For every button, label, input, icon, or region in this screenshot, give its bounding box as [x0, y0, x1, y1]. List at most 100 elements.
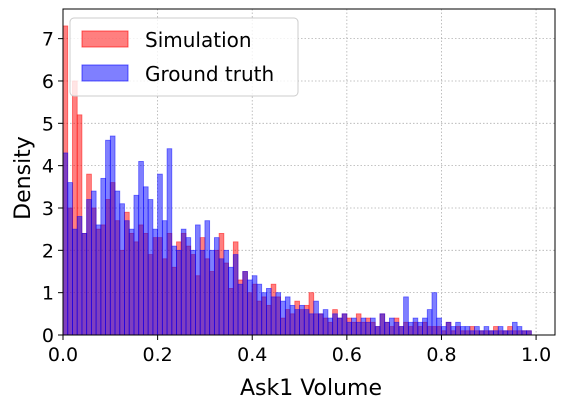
x-tick-label: 0.8 — [426, 344, 456, 366]
ground-truth-bar — [341, 313, 348, 336]
ground-truth-bar — [336, 317, 343, 336]
ground-truth-bar — [180, 228, 187, 336]
y-tick-label: 5 — [42, 113, 54, 135]
ground-truth-bar — [459, 326, 466, 336]
y-tick-label: 3 — [42, 198, 54, 220]
ground-truth-bar — [195, 224, 201, 336]
ground-truth-bar — [242, 271, 248, 336]
x-tick-label: 0.2 — [143, 344, 173, 366]
ground-truth-bar — [266, 288, 272, 336]
ground-truth-bar — [199, 249, 206, 336]
y-axis-label: Density — [11, 136, 36, 220]
ground-truth-bar — [213, 237, 220, 336]
ground-truth-bar — [374, 326, 381, 336]
ground-truth-bar — [436, 317, 442, 336]
ground-truth-bar — [157, 173, 163, 336]
ground-truth-bar — [251, 275, 258, 336]
y-tick-label: 2 — [42, 240, 54, 262]
ground-truth-bar — [147, 199, 154, 336]
ground-truth-bar — [516, 326, 523, 336]
ground-truth-bar — [450, 326, 457, 336]
ground-truth-bar — [204, 220, 211, 336]
ground-truth-bar — [441, 326, 447, 336]
ground-truth-bar — [502, 330, 509, 336]
ground-truth-bar — [474, 326, 480, 336]
ground-truth-bar — [228, 266, 234, 336]
ground-truth-bar — [389, 317, 395, 336]
ground-truth-bar — [426, 309, 433, 336]
ground-truth-bar — [445, 321, 452, 336]
ground-truth-bar — [280, 300, 286, 336]
ground-truth-bar — [185, 237, 192, 336]
ground-truth-bar — [370, 317, 376, 336]
ground-truth-bar — [190, 249, 196, 336]
ground-truth-bar — [237, 283, 244, 336]
ground-truth-bar — [152, 228, 159, 336]
ground-truth-bar — [161, 220, 168, 336]
ground-truth-bar — [318, 313, 324, 336]
ground-truth-bar — [346, 321, 352, 336]
ground-truth-bar — [166, 148, 173, 336]
ground-truth-bar — [256, 283, 263, 336]
ground-truth-bar — [464, 326, 471, 336]
ground-truth-bar — [327, 317, 334, 336]
ground-truth-bar — [469, 330, 475, 336]
ground-truth-bar — [275, 292, 282, 336]
ground-truth-bar — [247, 279, 253, 336]
ground-truth-bar — [322, 309, 329, 336]
ground-truth-bar — [393, 321, 400, 336]
ground-truth-bar — [171, 245, 177, 336]
ground-truth-bar — [143, 186, 149, 336]
ground-truth-bar — [365, 321, 371, 336]
legend-swatch-simulation — [81, 30, 129, 48]
x-tick-label: 0.4 — [237, 344, 267, 366]
ground-truth-bar — [360, 317, 367, 336]
ground-truth-bar — [351, 317, 357, 336]
ground-truth-bar — [313, 300, 319, 336]
ground-truth-bar — [218, 258, 225, 336]
ground-truth-bar — [303, 309, 310, 336]
y-tick-label: 4 — [42, 156, 54, 178]
ground-truth-bar — [398, 326, 405, 336]
ground-truth-bar — [100, 177, 106, 336]
ground-truth-bar — [493, 330, 499, 336]
ground-truth-bar — [422, 317, 428, 336]
ground-truth-bar — [512, 321, 518, 336]
ground-truth-bar — [232, 254, 239, 336]
ground-truth-bar — [261, 292, 267, 336]
legend: Simulation Ground truth — [69, 17, 299, 97]
ground-truth-bar — [109, 135, 116, 336]
ground-truth-bar — [62, 152, 69, 336]
ground-truth-bar — [81, 232, 88, 336]
legend-label-ground-truth: Ground truth — [145, 62, 274, 86]
ground-truth-bar — [355, 321, 362, 336]
ground-truth-bar — [67, 182, 73, 336]
ground-truth-bar — [299, 304, 305, 336]
x-axis-ticks: 0.0 0.2 0.4 0.6 0.8 1.0 — [48, 335, 551, 366]
ground-truth-bar — [284, 296, 291, 336]
ground-truth-bar — [289, 304, 296, 336]
ground-truth-bar — [507, 330, 513, 336]
ground-truth-bar — [455, 321, 461, 336]
legend-swatch-ground-truth — [81, 64, 129, 82]
ground-truth-bar — [431, 292, 438, 336]
y-tick-label: 7 — [42, 29, 54, 51]
ground-truth-bar — [124, 220, 130, 336]
ground-truth-bar — [72, 228, 78, 336]
ground-truth-bar — [138, 161, 144, 336]
ground-truth-bar — [128, 228, 135, 336]
ground-truth-bar — [412, 317, 419, 336]
x-tick-label: 0.0 — [48, 344, 78, 366]
ground-truth-bar — [526, 330, 532, 336]
legend-label-simulation: Simulation — [145, 28, 252, 52]
x-axis-label: Ask1 Volume — [240, 376, 382, 401]
ground-truth-bar — [76, 216, 83, 336]
x-tick-label: 0.6 — [332, 344, 362, 366]
ground-truth-bar — [90, 190, 97, 336]
ground-truth-bar — [497, 326, 504, 336]
ground-truth-bar — [270, 296, 277, 336]
y-axis-ticks: 0 1 2 3 4 5 6 7 — [42, 29, 63, 347]
ground-truth-bar — [417, 321, 423, 336]
ground-truth-bar — [379, 313, 386, 336]
